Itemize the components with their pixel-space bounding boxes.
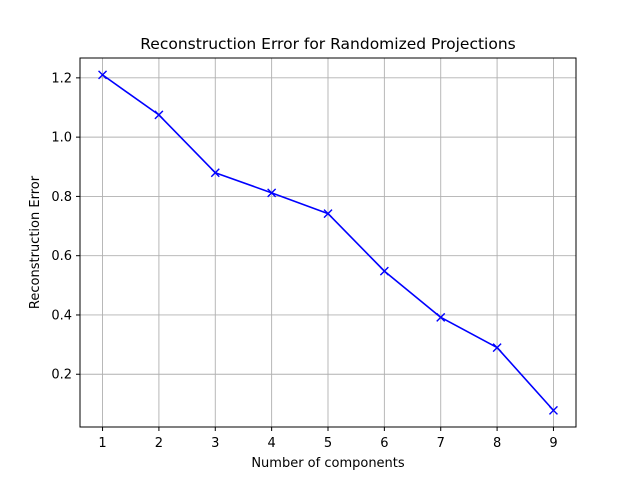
x-tick-label: 6 xyxy=(380,436,388,451)
x-tick-label: 1 xyxy=(98,436,106,451)
y-tick-label: 0.4 xyxy=(51,308,72,323)
x-axis-label: Number of components xyxy=(251,456,405,471)
marker-stroke xyxy=(154,110,164,120)
x-tick-label: 9 xyxy=(549,436,557,451)
y-axis-label: Reconstruction Error xyxy=(28,175,43,309)
x-tick-label: 7 xyxy=(437,436,445,451)
marker-stroke xyxy=(98,70,108,80)
x-tick-label: 3 xyxy=(211,436,219,451)
data-point-marker xyxy=(323,209,333,219)
series-layer xyxy=(98,70,558,415)
marker-stroke xyxy=(492,343,502,353)
y-tick-label: 1.2 xyxy=(51,71,72,86)
marker-stroke xyxy=(210,168,220,178)
x-tick-label: 8 xyxy=(493,436,501,451)
data-point-marker xyxy=(379,266,389,276)
marker-stroke xyxy=(436,312,446,322)
y-tick-label: 0.6 xyxy=(51,249,72,264)
y-tick-label: 0.2 xyxy=(51,368,72,383)
marker-stroke xyxy=(267,188,277,198)
x-tick-label: 5 xyxy=(324,436,332,451)
x-tick-label: 4 xyxy=(267,436,275,451)
y-tick-label: 1.0 xyxy=(51,131,72,146)
grid xyxy=(80,58,576,427)
x-tick-label: 2 xyxy=(155,436,163,451)
marker-stroke xyxy=(379,266,389,276)
plot-area-frame xyxy=(79,57,577,428)
data-point-marker xyxy=(436,312,446,322)
marker-stroke xyxy=(323,209,333,219)
data-point-marker xyxy=(492,343,502,353)
marker-stroke xyxy=(548,405,558,415)
axis-ticks: 1 2 3 4 5 6 7 8 9 0.2 0.4 0.6 0.8 1.0 1.2 xyxy=(51,71,557,451)
y-tick-label: 0.8 xyxy=(51,190,72,205)
chart-title: Reconstruction Error for Randomized Proj… xyxy=(140,35,516,53)
data-point-marker xyxy=(210,168,220,178)
data-point-marker xyxy=(267,188,277,198)
data-point-marker xyxy=(98,70,108,80)
data-point-marker xyxy=(548,405,558,415)
data-point-marker xyxy=(154,110,164,120)
